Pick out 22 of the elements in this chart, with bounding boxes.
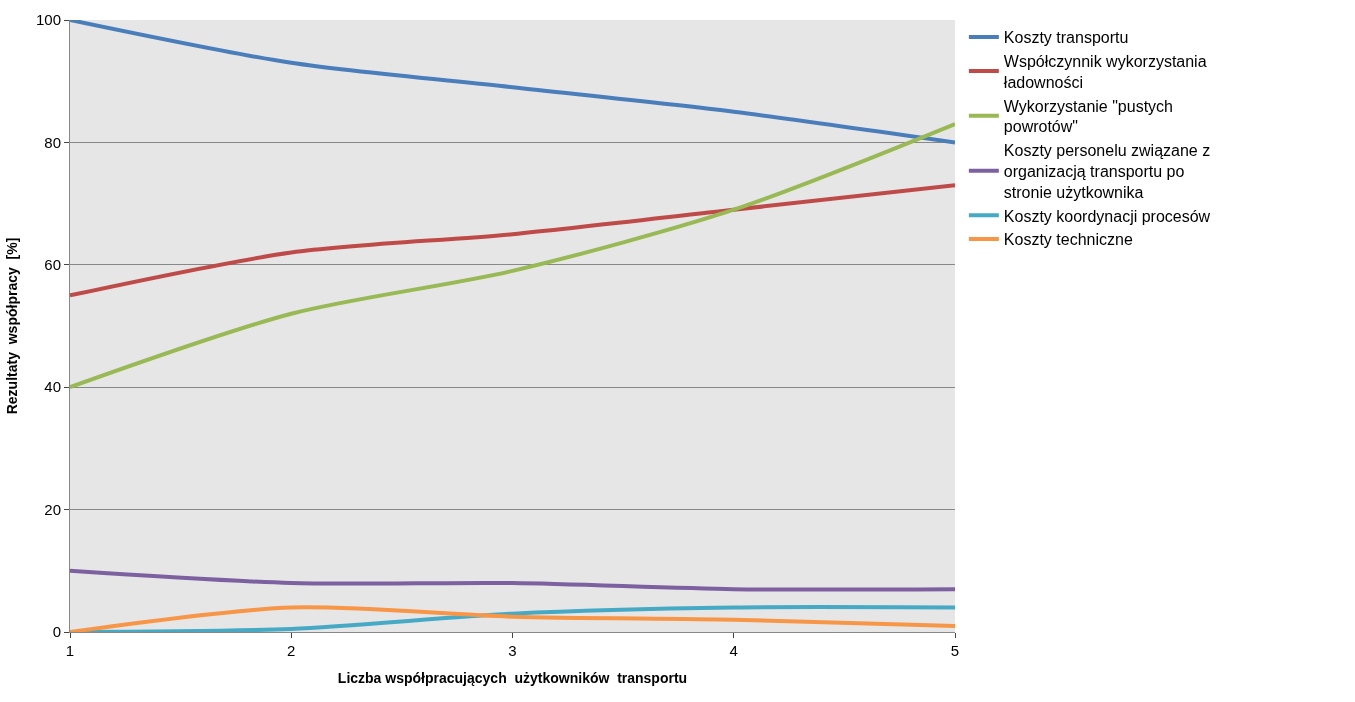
legend-label: Koszty techniczne <box>1003 231 1133 249</box>
x-tick-label: 3 <box>508 642 517 659</box>
x-tick-label: 2 <box>287 642 296 659</box>
x-tick-label: 5 <box>950 642 960 659</box>
y-tick-label: 20 <box>44 500 61 518</box>
line-series <box>70 20 955 145</box>
x-tick-label: 4 <box>729 642 738 659</box>
x-tick-label: 1 <box>65 642 75 659</box>
y-tick-label: 0 <box>52 623 61 641</box>
y-tick-label: 80 <box>44 133 61 151</box>
x-axis-title: Liczba współpracujących użytkowników transportu <box>337 670 688 687</box>
legend-label: Wykorzystanie "pustych powrotów" <box>1003 97 1174 136</box>
line-series <box>70 183 955 298</box>
y-tick-label: 100 <box>35 11 61 29</box>
legend-label: Koszty transportu <box>1003 29 1129 47</box>
y-axis-title: Rezultaty współpracy [%] <box>3 237 20 415</box>
legend-label: Współczynnik wykorzystania ładowności <box>1003 52 1207 91</box>
legend-label: Koszty personelu związane z organizacją transportu po stronie użytkownika <box>1003 142 1211 201</box>
y-tick-label: 60 <box>44 256 61 274</box>
legend-label: Koszty koordynacji procesów <box>1003 207 1211 225</box>
line-series <box>70 122 955 390</box>
y-tick-label: 40 <box>44 378 61 396</box>
